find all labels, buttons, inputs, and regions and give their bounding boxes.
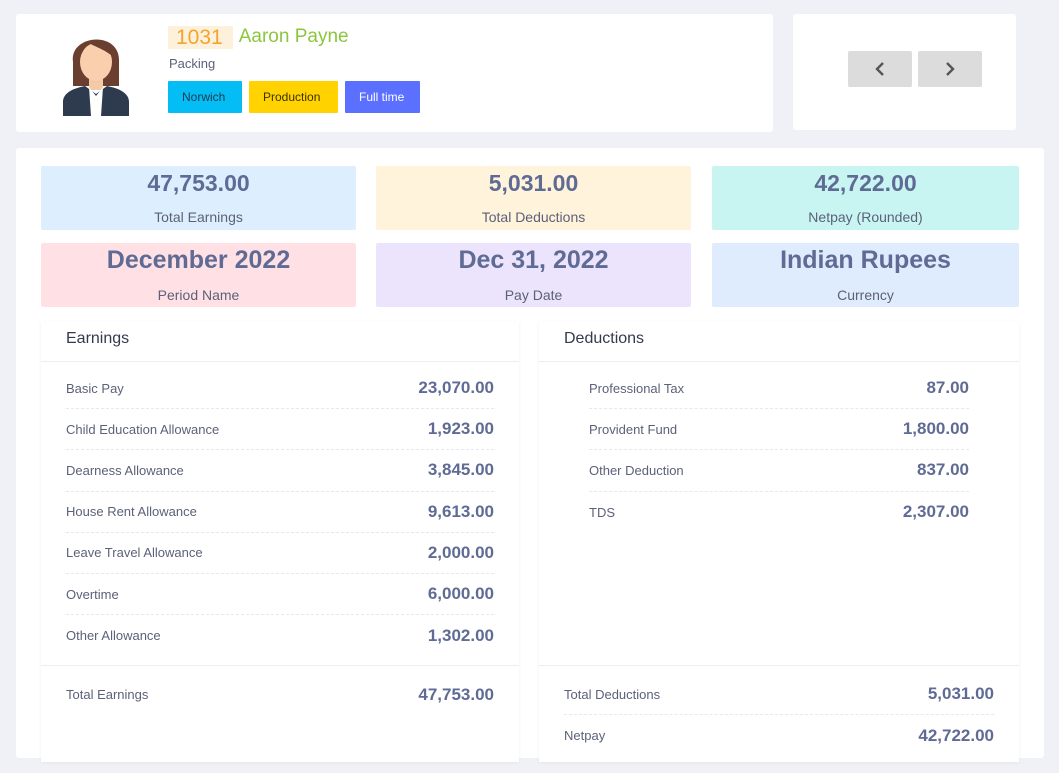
deductions-title: Deductions [564,330,645,347]
navigation-card [793,14,1016,130]
currency-value: Indian Rupees [780,246,951,274]
divider [539,361,1019,362]
total-earnings-value: 47,753.00 [147,170,250,196]
employee-title-line: 1031 Aaron Payne [168,25,349,49]
earnings-row-amount: 6,000.00 [427,584,494,604]
pay-date-value: Dec 31, 2022 [458,246,609,274]
pay-date-stat: Dec 31, 2022 Pay Date [376,243,691,307]
deductions-row-label: Provident Fund [589,421,678,437]
netpay-row: Netpay 42,722.00 [564,715,994,756]
netpay-row-label: Netpay [564,728,606,744]
previous-button[interactable] [848,51,912,87]
earnings-row: Overtime 6,000.00 [66,574,494,616]
total-deductions-row: Total Deductions 5,031.00 [564,674,994,716]
total-deductions-row-amount: 5,031.00 [927,684,994,704]
deductions-list: Professional Tax 87.00 Provident Fund 1,80… [589,368,969,533]
total-deductions-value: 5,031.00 [488,170,579,196]
earnings-row-label: Dearness Allowance [66,462,184,478]
employee-avatar [61,24,131,116]
earnings-section: Earnings Basic Pay 23,070.00 Child Educat… [41,322,519,762]
earnings-row-label: Overtime [66,586,119,602]
employee-id: 1031 [168,25,233,49]
total-earnings-row: Total Earnings 47,753.00 [66,674,494,715]
deductions-row: Professional Tax 87.00 [589,368,969,410]
earnings-row: Basic Pay 23,070.00 [66,368,494,410]
location-tag: Norwich [168,81,242,113]
earnings-row: Leave Travel Allowance 2,000.00 [66,533,494,574]
netpay-value: 42,722.00 [814,170,917,196]
employee-name: Aaron Payne [238,26,349,47]
earnings-row-label: Basic Pay [66,380,124,396]
netpay-row-amount: 42,722.00 [918,725,994,745]
earnings-row-amount: 1,923.00 [427,419,494,439]
deductions-row-amount: 837.00 [917,460,969,480]
earnings-row-amount: 23,070.00 [418,378,494,398]
chevron-right-icon [946,62,955,76]
total-deductions-stat: 5,031.00 Total Deductions [376,166,691,230]
deductions-section: Deductions Professional Tax 87.00 Provide… [539,322,1019,762]
deductions-row-label: Other Deduction [589,462,684,478]
earnings-row-label: Child Education Allowance [66,421,220,437]
netpay-label: Netpay (Rounded) [808,209,923,225]
total-earnings-stat: 47,753.00 Total Earnings [41,166,356,230]
netpay-stat: 42,722.00 Netpay (Rounded) [712,166,1019,230]
earnings-row-amount: 2,000.00 [427,542,494,562]
currency-stat: Indian Rupees Currency [712,243,1019,307]
payslip-card: 47,753.00 Total Earnings 5,031.00 Total … [16,148,1044,762]
earnings-row-amount: 9,613.00 [427,501,494,521]
earnings-row: House Rent Allowance 9,613.00 [66,492,494,533]
earnings-row: Child Education Allowance 1,923.00 [66,409,494,451]
chevron-left-icon [875,62,884,76]
earnings-row-amount: 3,845.00 [427,460,494,480]
total-earnings-row-amount: 47,753.00 [418,684,494,704]
next-button[interactable] [918,51,982,87]
total-earnings-row-label: Total Earnings [66,687,149,703]
earnings-row-amount: 1,302.00 [427,625,494,645]
earnings-row: Other Allowance 1,302.00 [66,615,494,656]
earnings-list: Basic Pay 23,070.00 Child Education Allow… [66,368,494,656]
employee-header-card: 1031 Aaron Payne Packing Norwich Product… [16,14,773,132]
divider [41,361,519,362]
currency-label: Currency [837,287,894,303]
deductions-footer: Total Deductions 5,031.00 Netpay 42,722.00 [564,674,994,756]
deductions-row-label: TDS [589,504,615,520]
period-label: Period Name [157,287,240,303]
period-value: December 2022 [106,246,291,274]
deductions-row: TDS 2,307.00 [589,492,969,533]
earnings-row-label: Other Allowance [66,628,161,644]
total-earnings-label: Total Earnings [154,209,243,225]
employee-department: Packing [169,56,216,71]
earnings-row-label: House Rent Allowance [66,504,197,520]
divider [539,665,1019,666]
period-stat: December 2022 Period Name [41,243,356,307]
divider [41,665,519,666]
earnings-row-label: Leave Travel Allowance [66,545,203,561]
total-deductions-row-label: Total Deductions [564,686,661,702]
earnings-footer: Total Earnings 47,753.00 [66,674,494,715]
total-deductions-label: Total Deductions [481,209,586,225]
deductions-row-amount: 87.00 [926,378,969,398]
deductions-row-amount: 2,307.00 [902,502,969,522]
earnings-row: Dearness Allowance 3,845.00 [66,450,494,492]
deductions-row-label: Professional Tax [589,380,685,396]
earnings-title: Earnings [66,330,130,347]
deductions-row: Other Deduction 837.00 [589,450,969,492]
division-tag: Production [249,81,338,113]
deductions-row-amount: 1,800.00 [902,419,969,439]
deductions-row: Provident Fund 1,800.00 [589,409,969,451]
employee-tags: Norwich Production Full time [168,81,427,113]
pay-date-label: Pay Date [504,287,563,303]
employment-type-tag: Full time [345,81,420,113]
